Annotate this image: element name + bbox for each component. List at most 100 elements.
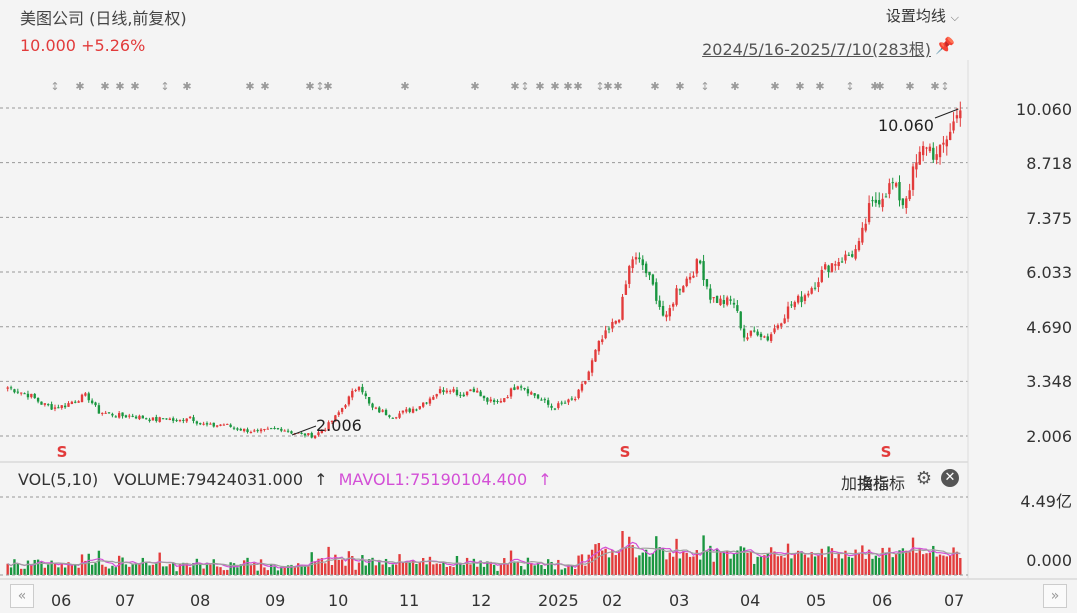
event-marker-icon: ✱ xyxy=(245,80,254,93)
add-indicator-button[interactable]: 加指标 xyxy=(840,474,889,493)
volume-bar xyxy=(790,558,793,575)
volume-bar xyxy=(557,559,560,575)
candle-body xyxy=(111,413,114,416)
candle-body xyxy=(884,196,888,198)
candle-body xyxy=(601,339,604,343)
candle-body xyxy=(53,407,57,409)
volume-bar xyxy=(655,536,658,575)
candle-body xyxy=(952,121,955,131)
volume-bar xyxy=(611,549,614,575)
candle-body xyxy=(161,418,165,420)
event-marker-icon: ✱ xyxy=(770,80,779,93)
volume-bar xyxy=(340,559,344,575)
volume-bar xyxy=(384,558,388,575)
ma-settings-button[interactable]: 设置均线 ⌵ xyxy=(886,5,959,26)
candle-body xyxy=(878,200,881,205)
candle-body xyxy=(685,278,688,287)
candle-body xyxy=(503,398,506,402)
volume-bar xyxy=(894,553,898,575)
volume-bar xyxy=(104,566,107,575)
volume-bar xyxy=(644,549,648,575)
event-marker-icon: ✱ xyxy=(323,80,332,93)
volume-bar xyxy=(229,562,232,575)
candle-body xyxy=(867,203,871,223)
volume-bar xyxy=(857,552,861,575)
volume-bar xyxy=(182,562,185,575)
x-tick-label: 11 xyxy=(399,591,420,610)
candle-body xyxy=(226,423,229,425)
event-marker-icon: ↕ xyxy=(160,80,169,93)
volume-bar xyxy=(851,557,854,575)
change-indicator-button[interactable]: 换指标 xyxy=(856,474,905,493)
volume-bar xyxy=(503,558,506,575)
volume-bar xyxy=(479,560,482,575)
candle-body xyxy=(580,384,584,391)
candle-body xyxy=(94,402,97,406)
volume-bar xyxy=(90,564,94,575)
volume-bar xyxy=(445,566,449,575)
volume-bar xyxy=(911,537,915,575)
candle-body xyxy=(719,298,722,306)
volume-bar xyxy=(70,565,74,575)
candle-body xyxy=(563,402,567,404)
candle-body xyxy=(114,416,117,418)
volume-bar xyxy=(604,548,607,575)
date-range[interactable]: 2024/5/16-2025/7/10(283根) xyxy=(702,40,931,59)
volume-bar xyxy=(77,567,80,575)
candle-body xyxy=(344,405,347,408)
candle-body xyxy=(104,412,107,414)
double-chevron-left-icon[interactable]: « xyxy=(10,584,34,608)
double-chevron-right-icon[interactable]: » xyxy=(1043,584,1067,608)
volume-bar xyxy=(861,545,864,575)
volume-bar xyxy=(496,570,499,575)
pin-icon[interactable]: 📌 xyxy=(935,36,955,55)
x-tick-label: 04 xyxy=(740,591,761,610)
candle-body xyxy=(435,394,438,397)
volume-bar xyxy=(428,556,432,575)
volume-bar xyxy=(888,547,891,575)
candle-body xyxy=(519,386,523,388)
volume-bar xyxy=(330,565,334,575)
volume-bar xyxy=(827,546,830,575)
x-tick-label: 07 xyxy=(944,591,965,610)
volume-bar xyxy=(651,553,655,575)
candle-body xyxy=(313,435,317,439)
candle-body xyxy=(128,415,131,417)
candle-body xyxy=(442,390,445,393)
volume-bar xyxy=(678,558,682,575)
candle-body xyxy=(219,424,222,426)
candle-body xyxy=(215,425,219,427)
candle-body xyxy=(844,254,847,261)
x-tick-label: 10 xyxy=(328,591,349,610)
event-marker-icon: ✱ xyxy=(75,80,84,93)
gear-icon[interactable]: ⚙ xyxy=(915,468,932,489)
volume-bar xyxy=(242,560,246,575)
event-marker-icon: ↕ xyxy=(845,80,854,93)
close-icon[interactable]: ✕ xyxy=(941,469,959,487)
candle-body xyxy=(837,261,840,267)
event-marker-icon: ✱ xyxy=(550,80,559,93)
candle-body xyxy=(813,287,817,289)
volume-bar xyxy=(729,558,732,575)
volume-bar xyxy=(719,552,722,575)
volume-bar xyxy=(567,564,570,575)
candle-body xyxy=(756,331,759,336)
volume-bar xyxy=(749,551,753,575)
volume-bar xyxy=(722,552,726,575)
candle-body xyxy=(668,308,671,317)
candle-body xyxy=(398,413,401,418)
candle-body xyxy=(90,400,94,404)
candle-body xyxy=(273,428,276,430)
volume-bar xyxy=(709,545,712,575)
volume-bar xyxy=(337,559,340,575)
candle-body xyxy=(300,432,303,434)
up-arrow-icon: ↑ xyxy=(538,470,552,489)
event-marker-icon: ✱ xyxy=(100,80,109,93)
event-marker-icon: ✱ xyxy=(115,80,124,93)
candle-body xyxy=(286,430,290,432)
candle-body xyxy=(655,282,658,301)
candle-body xyxy=(851,254,854,257)
vol-y-tick: 0.000 xyxy=(1026,551,1072,570)
volume-bar xyxy=(172,563,175,575)
